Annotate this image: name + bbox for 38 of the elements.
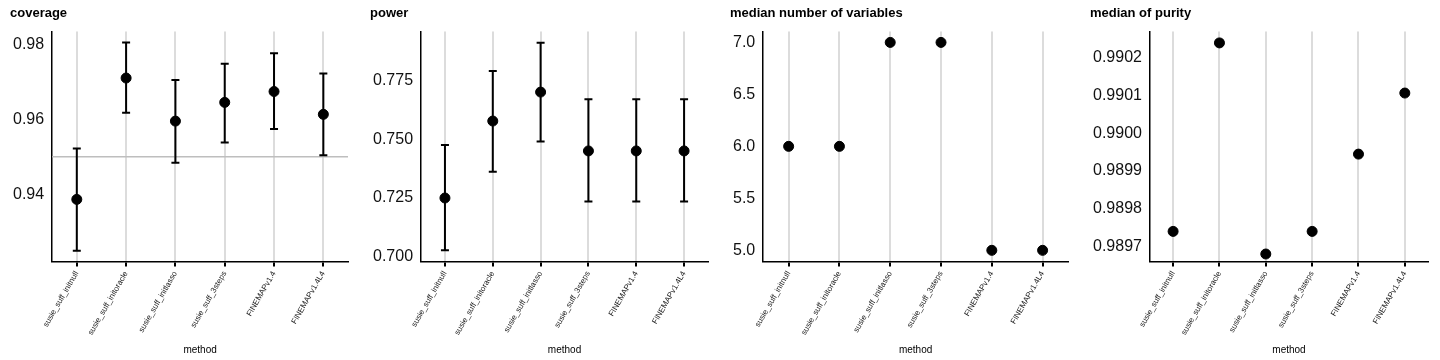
- chart-title: median of purity: [1090, 5, 1192, 21]
- y-tick-label: 0.9899: [1093, 161, 1143, 179]
- x-axis-title: method: [898, 343, 933, 355]
- point: [1167, 225, 1179, 237]
- y-tick-label: 0.750: [372, 129, 414, 147]
- point: [783, 140, 795, 152]
- point: [1260, 248, 1272, 260]
- y-tick-label: 0.725: [372, 188, 414, 206]
- point: [1399, 87, 1411, 99]
- y-tick-label: 0.9902: [1093, 48, 1143, 66]
- point: [935, 36, 947, 48]
- y-tick-label: 0.94: [13, 184, 45, 202]
- point: [1352, 148, 1364, 160]
- point: [1037, 244, 1049, 256]
- y-tick-label: 0.9900: [1093, 123, 1143, 141]
- point: [884, 36, 896, 48]
- x-axis-title: method: [1272, 343, 1306, 355]
- chart-title: power: [370, 5, 409, 21]
- y-tick-label: 0.9901: [1093, 86, 1143, 104]
- y-tick-label: 0.9898: [1093, 199, 1143, 217]
- y-tick-label: 6.0: [732, 136, 756, 154]
- y-tick-label: 0.98: [13, 34, 45, 52]
- point: [986, 244, 998, 256]
- point: [1213, 37, 1225, 49]
- y-tick-label: 6.5: [732, 84, 756, 102]
- y-tick-label: 0.700: [372, 247, 414, 265]
- point: [833, 140, 845, 152]
- chart-title: coverage: [10, 5, 68, 21]
- x-axis-title: method: [183, 343, 217, 355]
- y-tick-label: 0.9897: [1093, 236, 1143, 254]
- point: [1306, 225, 1318, 237]
- y-tick-label: 0.96: [13, 109, 45, 127]
- chart-title: median number of variables: [730, 5, 903, 21]
- x-axis-title: method: [547, 343, 582, 355]
- y-tick-label: 7.0: [732, 32, 756, 50]
- y-tick-label: 5.0: [732, 240, 756, 258]
- y-tick-label: 5.5: [732, 188, 756, 206]
- y-tick-label: 0.775: [372, 70, 414, 88]
